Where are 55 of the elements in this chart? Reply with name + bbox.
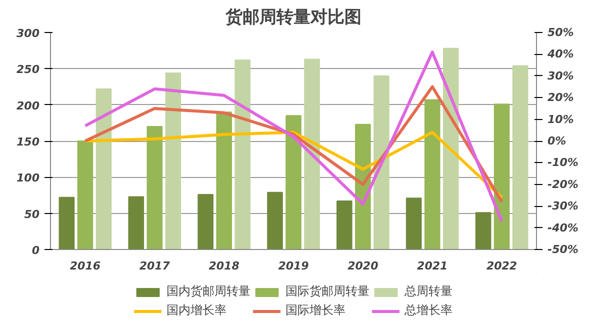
line-series <box>84 130 504 199</box>
y-tick-label: 150 <box>16 136 40 148</box>
bar <box>336 200 352 250</box>
bar <box>442 48 459 250</box>
y2-tick-label: -40% <box>548 221 578 234</box>
y2-tick-label: -20% <box>548 178 578 191</box>
legend-label: 国内增长率 <box>166 302 226 319</box>
y2-tick-label: 10% <box>548 112 574 126</box>
bar <box>198 194 214 250</box>
x-tick-label: 2016 <box>70 260 101 272</box>
y-tick-label: 50 <box>24 208 40 221</box>
x-tick-label: 2018 <box>208 260 240 272</box>
x-tick-label: 2017 <box>139 260 170 272</box>
bar <box>58 196 75 250</box>
y2-tick-label: -10% <box>548 156 578 170</box>
y-tick-label: 200 <box>16 99 40 112</box>
bar <box>424 99 440 250</box>
legend-label: 国际增长率 <box>286 302 346 319</box>
y-tick-label: 300 <box>16 27 40 40</box>
legend-label: 国际货邮周转量 <box>286 283 370 300</box>
bar <box>234 59 250 250</box>
y-tick-label: 0 <box>32 244 40 257</box>
y2-tick-label: 40% <box>546 48 574 61</box>
line-series <box>84 85 504 204</box>
bar <box>165 72 182 250</box>
line-series <box>84 50 504 223</box>
bar <box>128 196 144 250</box>
chart-title: 货邮周转量对比图 <box>224 8 362 28</box>
x-tick-label: 2021 <box>417 260 448 272</box>
y2-tick-label: 50% <box>548 26 574 39</box>
bar <box>512 65 528 250</box>
bar <box>146 126 163 250</box>
bar <box>96 88 112 250</box>
y2-tick-label: 30% <box>548 69 574 82</box>
y2-tick-label: -50% <box>548 243 578 256</box>
bar <box>374 75 390 250</box>
y2-tick-label: 20% <box>548 91 574 104</box>
y2-tick-label: 0% <box>548 134 566 148</box>
bar <box>77 140 94 250</box>
bar <box>406 198 422 250</box>
bar <box>475 212 492 250</box>
bar <box>304 58 320 250</box>
x-tick-label: 2019 <box>278 260 310 272</box>
legend-label: 总增长率 <box>404 302 452 319</box>
bar <box>286 115 302 250</box>
y2-tick-label: -30% <box>548 200 578 213</box>
x-tick-label: 2020 <box>348 260 379 272</box>
bar <box>267 192 283 250</box>
y-tick-label: 100 <box>16 172 40 185</box>
bar <box>494 104 510 250</box>
x-tick-label: 2022 <box>486 260 518 272</box>
y-tick-label: 250 <box>16 63 40 76</box>
legend-label: 总周转量 <box>404 283 452 300</box>
bar <box>216 112 232 250</box>
legend-label: 国内货邮周转量 <box>166 283 250 300</box>
